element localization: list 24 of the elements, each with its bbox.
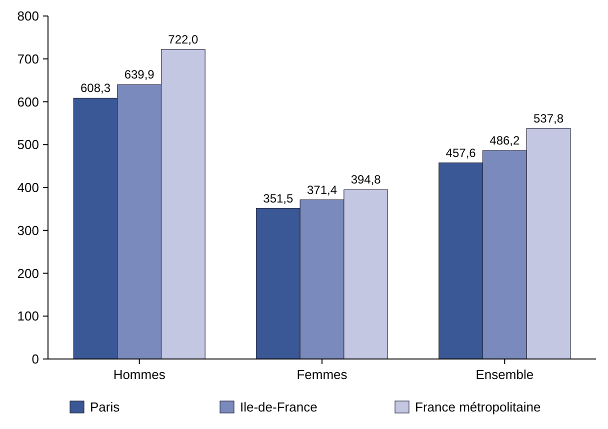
data-label: 639,9	[124, 68, 155, 82]
y-tick-label: 300	[17, 222, 39, 238]
data-label: 351,5	[263, 191, 294, 206]
x-tick-label: Femmes	[296, 367, 348, 382]
data-label: 537,8	[533, 111, 564, 126]
data-label: 722,0	[168, 32, 199, 46]
y-tick-label: 700	[17, 51, 39, 66]
y-tick-label: 0	[32, 352, 39, 367]
y-tick-label: 600	[17, 94, 39, 110]
x-tick-label: Ensemble	[476, 367, 534, 382]
x-tick-label: Hommes	[113, 367, 166, 382]
legend-label: Paris	[90, 400, 120, 415]
data-label: 394,8	[350, 172, 382, 187]
data-label: 371,4	[306, 182, 338, 197]
y-tick-label: 400	[17, 180, 39, 196]
data-label: 608,3	[80, 81, 111, 96]
y-tick-label: 100	[17, 308, 39, 324]
data-label: 486,2	[490, 134, 520, 148]
y-tick-label: 200	[17, 266, 39, 281]
y-tick-label: 800	[17, 8, 39, 24]
y-tick-label: 500	[17, 137, 39, 152]
legend-label: France métropolitaine	[415, 400, 541, 415]
data-label: 457,6	[446, 146, 476, 160]
legend-label: Ile-de-France	[240, 400, 318, 415]
